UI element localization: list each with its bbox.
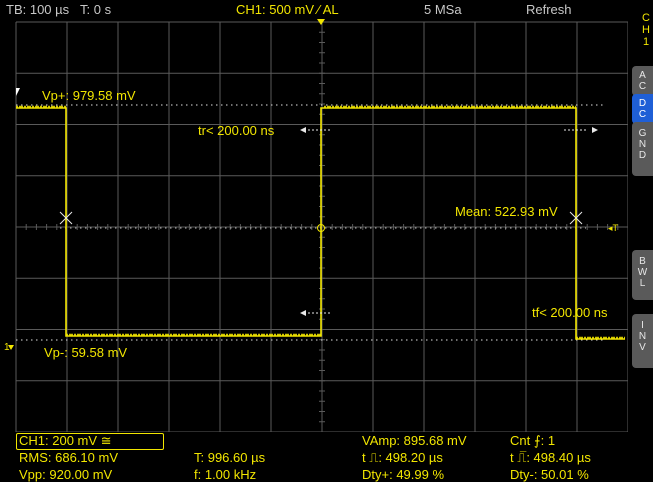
sidebar-channel-label: C H 1 [642,12,650,48]
ground-marker-arrow [8,345,14,350]
vp-plus-label: Vp+: 979.58 mV [42,88,136,103]
rise-cursor-lower-arrow [300,310,306,316]
coupling-ac-button[interactable]: A C [632,66,653,96]
positive-width-readout: t ⎍: 498.20 µs [362,450,443,465]
trigger-position-marker [317,19,325,25]
channel-setting-readout: CH1: 500 mV ⁄ AL [236,2,339,17]
positive-duty-readout: Dty+: 49.99 % [362,467,445,482]
trigger-slope-marker [16,88,20,96]
status-bar: TB: 100 µs T: 0 s CH1: 500 mV ⁄ AL 5 MSa… [0,0,628,22]
waveform-trace [16,105,625,340]
channel-setting-box[interactable] [16,433,164,450]
period-readout: T: 996.60 µs [194,450,266,465]
fall-cursor-right-arrow [592,127,598,133]
acquisition-mode-readout: Refresh [526,2,572,17]
mean-cross-left [59,211,73,225]
coupling-gnd-button[interactable]: G N D [632,122,653,176]
trigger-point-marker [317,224,325,232]
square-wave-trace [16,107,625,340]
trace-noise [16,105,625,340]
mean-label: Mean: 522.93 mV [455,204,558,219]
scope-display: 1 ◂T Vp+: 979.58 mV Vp-: 59.58 mV tr< 20… [4,19,628,432]
trigger-time-readout: T: 0 s [80,2,112,17]
frequency-readout: f: 1.00 kHz [194,467,257,482]
vp-minus-label: Vp-: 59.58 mV [44,345,127,360]
invert-button[interactable]: I N V [632,314,653,368]
trigger-level-marker: ◂T [608,223,619,233]
vpp-readout: Vpp: 920.00 mV [19,467,113,482]
ch-setting-readout: CH1: 200 mV ≅ [19,433,112,448]
rise-cursor-left-arrow [300,127,306,133]
counter-readout: Cnt ⨍: 1 [510,433,556,448]
vamp-readout: VAmp: 895.68 mV [362,433,467,448]
sample-rate-readout: 5 MSa [424,2,462,17]
bandwidth-limit-button[interactable]: B W L [632,250,653,300]
channel-ground-marker: 1 [4,342,10,353]
timebase-readout: TB: 100 µs [6,2,70,17]
channel-sidebar: C H 1 A C D C G N D B W L I N V [628,0,653,480]
rms-readout: RMS: 686.10 mV [19,450,118,465]
mean-cross-right [569,211,583,225]
fall-time-label: tf< 200.00 ns [532,305,608,320]
coupling-dc-button[interactable]: D C [632,94,653,124]
negative-width-readout: t ⎍̅: 498.40 µs [510,450,591,465]
measurement-cursors [59,127,598,316]
rise-time-label: tr< 200.00 ns [198,123,275,138]
graticule [15,21,628,432]
negative-duty-readout: Dty-: 50.01 % [510,467,589,482]
measurement-panel: CH1: 200 mV ≅ RMS: 686.10 mV Vpp: 920.00… [0,432,628,482]
